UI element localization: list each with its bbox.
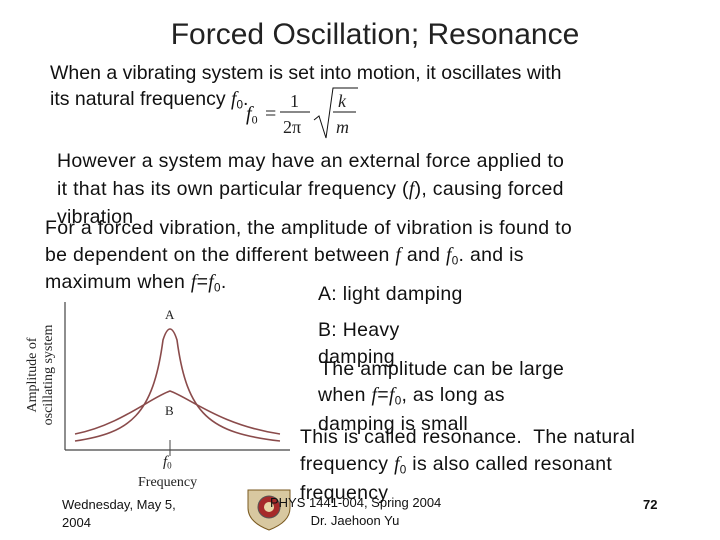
text: be dependent on the different between bbox=[45, 244, 396, 266]
note-line: A: light damping bbox=[318, 283, 463, 305]
body-line: be dependent on the different between f … bbox=[45, 244, 524, 268]
symbol: f bbox=[394, 454, 400, 475]
body-line: vibration bbox=[57, 206, 134, 228]
intro-line: When a vibrating system is set into moti… bbox=[50, 62, 562, 84]
body-line: maximum when f=f0. bbox=[45, 271, 227, 295]
symbol: f bbox=[408, 179, 415, 200]
text: , as long as bbox=[401, 384, 505, 406]
footer-instructor: Dr. Jaehoon Yu bbox=[310, 513, 400, 528]
text: when bbox=[318, 384, 372, 406]
subscript: 0 bbox=[167, 460, 172, 471]
title: Forced Oscillation; Resonance bbox=[170, 18, 580, 51]
subscript: 0 bbox=[394, 394, 402, 408]
intro-line: its natural frequency f0. bbox=[50, 88, 249, 112]
footer-course: PHYS 1441-004, Spring 2004 bbox=[270, 495, 442, 510]
y-axis-label: oscillating system bbox=[41, 324, 56, 426]
text: maximum when bbox=[45, 271, 191, 293]
formula-m: m bbox=[336, 117, 349, 137]
symbol: f bbox=[231, 89, 237, 110]
subscript: 0 bbox=[399, 463, 407, 477]
text: . bbox=[220, 271, 227, 293]
note-line: frequency bbox=[300, 482, 389, 504]
subscript: 0 bbox=[451, 254, 459, 268]
note-line: damping is small bbox=[318, 413, 469, 435]
formula-lhs: f0 bbox=[246, 104, 258, 126]
x-axis-label: Frequency bbox=[138, 475, 198, 490]
text: frequency bbox=[300, 453, 395, 475]
text: its natural frequency bbox=[50, 88, 232, 110]
text: ), causing forced bbox=[414, 178, 564, 200]
symbol: f bbox=[190, 272, 197, 293]
curve-b bbox=[74, 390, 281, 435]
curve-a bbox=[74, 328, 281, 442]
text: = bbox=[377, 384, 389, 406]
text: = bbox=[196, 271, 209, 293]
footer-date: Wednesday, May 5, 2004 bbox=[62, 497, 176, 530]
symbol: f bbox=[371, 385, 378, 406]
body-line: For a forced vibration, the amplitude of… bbox=[45, 217, 572, 239]
body-line: However a system may have an external fo… bbox=[57, 150, 565, 172]
subscript: 0 bbox=[214, 281, 221, 295]
curve-label: B bbox=[165, 403, 174, 418]
text: it that has its own particular frequency… bbox=[57, 178, 409, 200]
x-tick-label: f0 bbox=[163, 455, 172, 471]
symbol: f bbox=[388, 385, 395, 406]
radical bbox=[313, 87, 358, 139]
note-line: This is called resonance. The natural bbox=[300, 426, 636, 448]
text: . bbox=[242, 88, 249, 110]
note-line: frequency f0 is also called resonant bbox=[300, 453, 613, 477]
symbol: f bbox=[246, 103, 252, 125]
note-line: B: Heavy bbox=[318, 319, 400, 341]
formula-denominator: 2π bbox=[283, 117, 302, 137]
symbol: f bbox=[208, 272, 214, 293]
body-line: it that has its own particular frequency… bbox=[57, 178, 564, 200]
note-line: damping bbox=[318, 346, 395, 368]
note-line: when f=f0, as long as bbox=[318, 384, 505, 408]
formula-equals: = bbox=[265, 103, 277, 125]
y-axis-label: Amplitude of bbox=[25, 337, 40, 413]
formula-k: k bbox=[338, 91, 346, 111]
formula-numerator: 1 bbox=[290, 91, 299, 111]
symbol: f bbox=[395, 245, 402, 266]
subscript: 0 bbox=[236, 98, 243, 112]
text: is also called resonant bbox=[406, 453, 613, 475]
symbol: f bbox=[446, 245, 452, 266]
curve-label: A bbox=[165, 307, 175, 322]
page-number: 72 bbox=[643, 497, 658, 512]
text: . and is bbox=[458, 244, 524, 266]
symbol: f bbox=[163, 454, 168, 470]
text: and bbox=[401, 244, 446, 266]
subscript: 0 bbox=[251, 112, 258, 127]
note-line: The amplitude can be large bbox=[320, 358, 565, 380]
logo bbox=[247, 489, 291, 531]
